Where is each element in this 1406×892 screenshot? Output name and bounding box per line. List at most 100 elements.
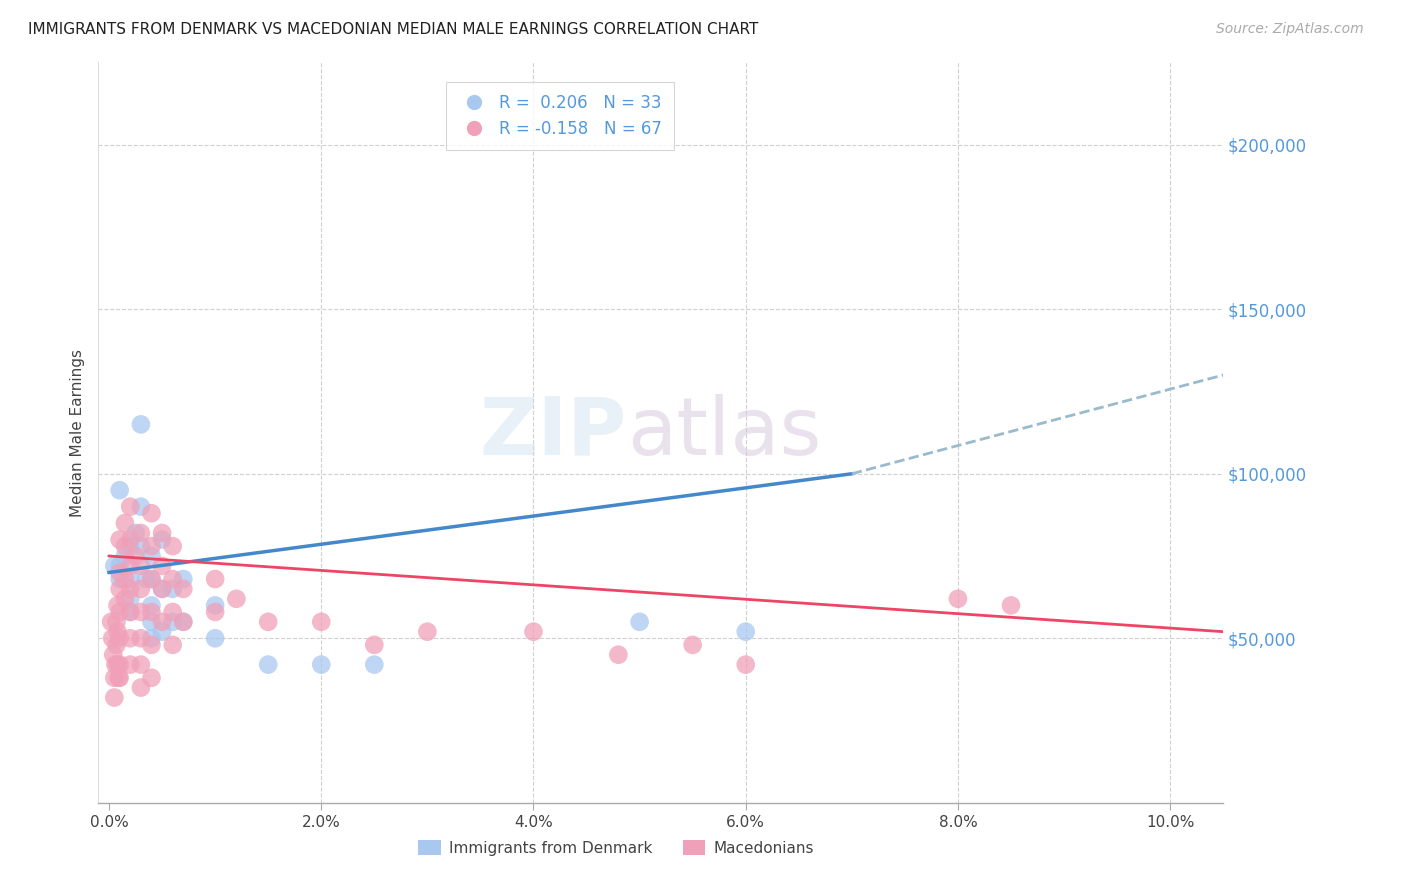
- Point: [172, 615, 194, 629]
- Point: [100, 615, 122, 629]
- Point: [120, 539, 142, 553]
- Point: [129, 681, 152, 695]
- Point: [150, 533, 173, 547]
- Text: IMMIGRANTS FROM DENMARK VS MACEDONIAN MEDIAN MALE EARNINGS CORRELATION CHART: IMMIGRANTS FROM DENMARK VS MACEDONIAN ME…: [28, 22, 758, 37]
- Y-axis label: Median Male Earnings: Median Male Earnings: [69, 349, 84, 516]
- Point: [129, 417, 152, 432]
- Point: [363, 638, 385, 652]
- Point: [107, 624, 129, 639]
- Point: [120, 657, 142, 672]
- Point: [129, 605, 152, 619]
- Point: [162, 582, 184, 596]
- Point: [204, 599, 226, 613]
- Point: [628, 615, 651, 629]
- Point: [120, 533, 142, 547]
- Point: [734, 657, 756, 672]
- Point: [141, 605, 163, 619]
- Point: [120, 500, 142, 514]
- Point: [150, 615, 173, 629]
- Point: [103, 558, 125, 573]
- Point: [946, 591, 969, 606]
- Point: [129, 500, 152, 514]
- Point: [172, 582, 194, 596]
- Point: [103, 690, 125, 705]
- Point: [416, 624, 439, 639]
- Point: [135, 572, 157, 586]
- Point: [162, 605, 184, 619]
- Point: [129, 632, 152, 646]
- Point: [141, 549, 163, 563]
- Point: [103, 671, 125, 685]
- Point: [105, 615, 128, 629]
- Point: [363, 657, 385, 672]
- Point: [1000, 599, 1022, 613]
- Point: [129, 657, 152, 672]
- Point: [150, 526, 173, 541]
- Point: [108, 671, 131, 685]
- Point: [734, 624, 756, 639]
- Point: [120, 632, 142, 646]
- Point: [129, 582, 152, 596]
- Point: [114, 572, 136, 586]
- Point: [107, 671, 129, 685]
- Point: [114, 549, 136, 563]
- Point: [124, 526, 146, 541]
- Point: [101, 632, 124, 646]
- Point: [108, 657, 131, 672]
- Point: [108, 582, 131, 596]
- Point: [104, 657, 127, 672]
- Point: [120, 605, 142, 619]
- Point: [309, 615, 332, 629]
- Point: [124, 549, 146, 563]
- Point: [108, 483, 131, 498]
- Point: [107, 657, 129, 672]
- Point: [141, 572, 163, 586]
- Point: [607, 648, 630, 662]
- Point: [141, 632, 163, 646]
- Point: [114, 516, 136, 530]
- Point: [204, 632, 226, 646]
- Point: [204, 605, 226, 619]
- Point: [120, 572, 142, 586]
- Point: [108, 632, 131, 646]
- Point: [309, 657, 332, 672]
- Point: [141, 671, 163, 685]
- Point: [129, 539, 152, 553]
- Legend: Immigrants from Denmark, Macedonians: Immigrants from Denmark, Macedonians: [412, 834, 820, 862]
- Point: [162, 615, 184, 629]
- Point: [522, 624, 544, 639]
- Point: [162, 539, 184, 553]
- Point: [103, 648, 125, 662]
- Point: [129, 526, 152, 541]
- Point: [257, 657, 280, 672]
- Point: [150, 624, 173, 639]
- Point: [105, 638, 128, 652]
- Point: [150, 558, 173, 573]
- Point: [114, 591, 136, 606]
- Point: [129, 558, 152, 573]
- Point: [150, 582, 173, 596]
- Text: Source: ZipAtlas.com: Source: ZipAtlas.com: [1216, 22, 1364, 37]
- Point: [108, 605, 131, 619]
- Point: [150, 582, 173, 596]
- Point: [257, 615, 280, 629]
- Point: [120, 558, 142, 573]
- Point: [204, 572, 226, 586]
- Point: [108, 572, 131, 586]
- Point: [141, 539, 163, 553]
- Point: [162, 638, 184, 652]
- Point: [172, 572, 194, 586]
- Point: [114, 539, 136, 553]
- Point: [120, 591, 142, 606]
- Point: [108, 566, 131, 580]
- Point: [120, 605, 142, 619]
- Point: [108, 558, 131, 573]
- Point: [108, 533, 131, 547]
- Point: [141, 572, 163, 586]
- Point: [141, 638, 163, 652]
- Point: [120, 582, 142, 596]
- Point: [172, 615, 194, 629]
- Point: [682, 638, 704, 652]
- Point: [225, 591, 247, 606]
- Text: atlas: atlas: [627, 393, 821, 472]
